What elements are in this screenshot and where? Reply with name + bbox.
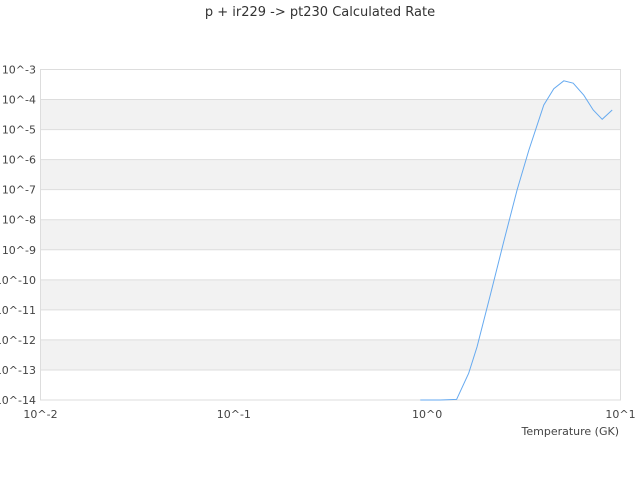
y-tick-label: 10^-13 xyxy=(0,364,36,377)
y-tick-label: 10^-10 xyxy=(0,274,36,287)
y-tick-label: 10^-11 xyxy=(0,304,36,317)
y-tick-label: 10^-8 xyxy=(2,214,36,227)
y-tick-label: 10^-3 xyxy=(2,64,36,77)
plot-frame xyxy=(40,69,621,401)
y-tick-label: 10^-5 xyxy=(2,124,36,137)
x-axis-ticks: 10^-2 10^-1 10^0 10^1 xyxy=(23,408,635,421)
series-line xyxy=(420,80,613,401)
grid-band xyxy=(40,219,621,250)
grid-band xyxy=(40,99,621,130)
y-tick-label: 10^-14 xyxy=(0,394,36,407)
grid-bands xyxy=(40,99,621,370)
chart-title: p + ir229 -> pt230 Calculated Rate xyxy=(205,5,435,20)
y-axis-ticks: 10^-3 10^-4 10^-5 10^-6 10^-7 10^-8 10^-9 10^-1… xyxy=(0,64,36,408)
y-tick-label: 10^-12 xyxy=(0,334,36,347)
grid-band xyxy=(40,339,621,370)
y-tick-label: 10^-4 xyxy=(2,94,36,107)
grid-band xyxy=(40,279,621,310)
grid-band xyxy=(40,159,621,190)
x-tick-label: 10^1 xyxy=(605,408,635,421)
x-tick-label: 10^0 xyxy=(412,408,442,421)
y-tick-label: 10^-9 xyxy=(2,244,36,257)
x-axis-label: Temperature (GK) xyxy=(521,425,620,438)
x-tick-label: 10^-1 xyxy=(217,408,251,421)
y-tick-label: 10^-7 xyxy=(2,184,36,197)
y-tick-label: 10^-6 xyxy=(2,154,36,167)
x-tick-label: 10^-2 xyxy=(23,408,57,421)
